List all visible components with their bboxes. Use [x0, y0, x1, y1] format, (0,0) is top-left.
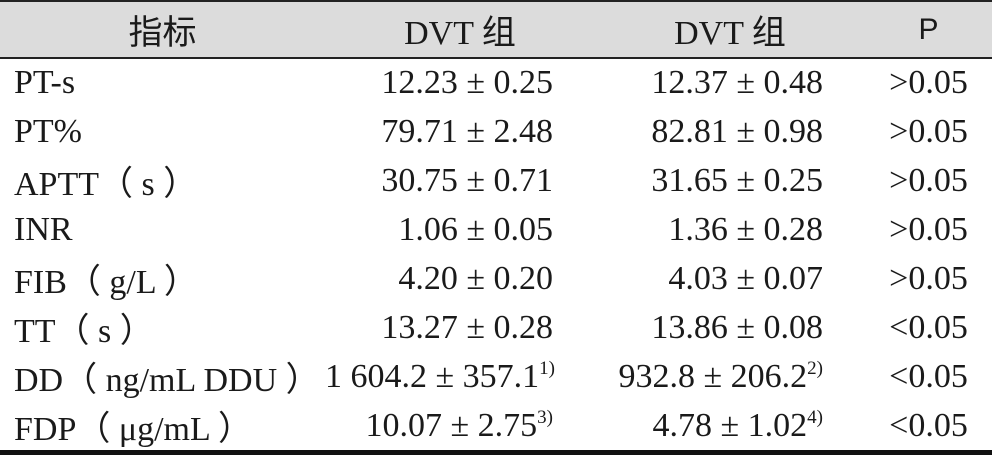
group-2-cell: 1.36 ± 0.28 — [595, 205, 865, 254]
p-value-cell: >0.05 — [889, 112, 968, 150]
p-value-cell: >0.05 — [889, 259, 968, 297]
group-1-cell: 13.27 ± 0.28 — [325, 303, 595, 352]
p-value-cell: <0.05 — [889, 308, 968, 346]
group-2-value: 1.36 ± 0.28 — [668, 210, 823, 248]
table-row: PT-s 12.23 ± 0.25 12.37 ± 0.48 >0.05 — [0, 58, 992, 107]
p-value-cell: >0.05 — [889, 210, 968, 248]
table-row: APTT（ s ） 30.75 ± 0.71 31.65 ± 0.25 >0.0… — [0, 156, 992, 205]
group-1-cell: 30.75 ± 0.71 — [325, 156, 595, 205]
metric-cell: DD（ ng/mL DDU ） — [14, 362, 320, 399]
group-1-value: 30.75 ± 0.71 — [381, 161, 553, 199]
group-2-cell: 932.8 ± 206.22) — [595, 352, 865, 401]
group-1-value: 1 604.2 ± 357.1 — [325, 357, 540, 395]
header-group-1: DVT 组 — [325, 0, 595, 59]
metric-cell: PT-s — [14, 64, 76, 101]
group-2-cell: 13.86 ± 0.08 — [595, 303, 865, 352]
table-row: FIB（ g/L ） 4.20 ± 0.20 4.03 ± 0.07 >0.05 — [0, 254, 992, 303]
group-1-value: 1.06 ± 0.05 — [398, 210, 553, 248]
group-2-cell: 31.65 ± 0.25 — [595, 156, 865, 205]
group-2-value: 82.81 ± 0.98 — [651, 112, 823, 150]
table-row: PT% 79.71 ± 2.48 82.81 ± 0.98 >0.05 — [0, 107, 992, 156]
table-row: DD（ ng/mL DDU ） 1 604.2 ± 357.11) 932.8 … — [0, 352, 992, 401]
group-2-value: 12.37 ± 0.48 — [651, 64, 823, 101]
metric-cell: PT% — [14, 112, 82, 150]
group-2-value: 4.03 ± 0.07 — [668, 259, 823, 297]
table-row: INR 1.06 ± 0.05 1.36 ± 0.28 >0.05 — [0, 205, 992, 254]
group-1-cell: 10.07 ± 2.753) — [325, 401, 595, 452]
p-value-cell: >0.05 — [889, 161, 968, 199]
header-p: P — [865, 0, 992, 59]
table-body: PT-s 12.23 ± 0.25 12.37 ± 0.48 >0.05 PT%… — [0, 58, 992, 452]
header-metric: 指标 — [0, 0, 325, 59]
group-2-value: 932.8 ± 206.2 — [618, 357, 808, 395]
group-1-cell: 1.06 ± 0.05 — [325, 205, 595, 254]
group-1-cell: 1 604.2 ± 357.11) — [325, 352, 595, 401]
group-2-cell: 12.37 ± 0.48 — [595, 58, 865, 107]
group-1-value: 10.07 ± 2.75 — [365, 406, 538, 444]
table-header: 指标 DVT 组 DVT 组 P — [0, 0, 992, 59]
group-1-footnote: 3) — [537, 406, 553, 428]
bottom-edge-rule — [0, 450, 992, 455]
group-1-value: 12.23 ± 0.25 — [381, 64, 553, 101]
p-value-cell: >0.05 — [889, 64, 968, 101]
group-1-cell: 12.23 ± 0.25 — [325, 58, 595, 107]
table-row: FDP（ μg/mL ） 10.07 ± 2.753) 4.78 ± 1.024… — [0, 401, 992, 452]
metric-cell: TT（ s ） — [14, 313, 154, 350]
group-1-cell: 4.20 ± 0.20 — [325, 254, 595, 303]
table-row: TT（ s ） 13.27 ± 0.28 13.86 ± 0.08 <0.05 — [0, 303, 992, 352]
group-1-value: 79.71 ± 2.48 — [381, 112, 553, 150]
group-2-value: 31.65 ± 0.25 — [651, 161, 823, 199]
group-2-cell: 82.81 ± 0.98 — [595, 107, 865, 156]
group-2-cell: 4.78 ± 1.024) — [595, 401, 865, 452]
metric-cell: APTT（ s ） — [14, 166, 198, 203]
group-1-value: 4.20 ± 0.20 — [398, 259, 553, 297]
group-2-value: 13.86 ± 0.08 — [651, 308, 823, 346]
group-2-footnote: 2) — [807, 357, 823, 379]
metric-cell: INR — [14, 210, 73, 248]
header-row: 指标 DVT 组 DVT 组 P — [0, 0, 992, 59]
p-value-cell: <0.05 — [865, 401, 992, 452]
group-2-footnote: 4) — [807, 406, 823, 428]
group-2-cell: 4.03 ± 0.07 — [595, 254, 865, 303]
group-1-cell: 79.71 ± 2.48 — [325, 107, 595, 156]
group-1-value: 13.27 ± 0.28 — [381, 308, 553, 346]
group-1-footnote: 1) — [539, 357, 555, 379]
metric-cell: FIB（ g/L ） — [14, 264, 198, 301]
header-group-2: DVT 组 — [595, 0, 865, 59]
p-value-cell: <0.05 — [889, 357, 968, 395]
metric-cell: FDP（ μg/mL ） — [0, 401, 325, 452]
group-2-value: 4.78 ± 1.02 — [652, 406, 808, 444]
